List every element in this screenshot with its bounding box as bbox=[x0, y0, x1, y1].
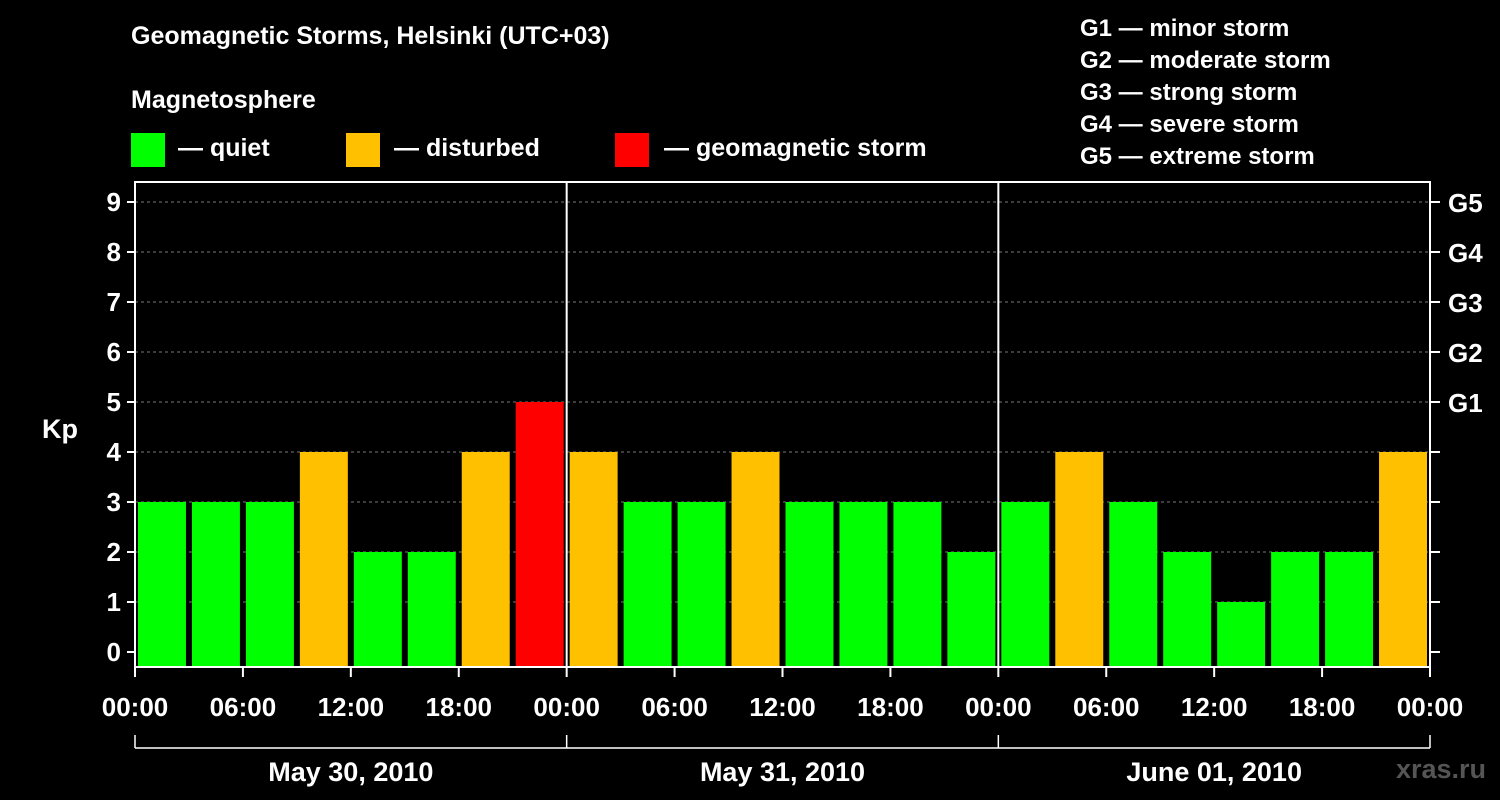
g-scale-g1: G1 — minor storm bbox=[1080, 15, 1290, 42]
magnetosphere-heading: Magnetosphere bbox=[131, 86, 316, 114]
kp-bar bbox=[515, 402, 564, 667]
kp-bar bbox=[947, 552, 996, 667]
x-tick-label: 00:00 bbox=[533, 692, 600, 722]
kp-bar bbox=[138, 502, 186, 667]
kp-bar bbox=[1325, 552, 1374, 667]
x-tick-label: 00:00 bbox=[965, 692, 1032, 722]
legend-swatch-quiet bbox=[131, 133, 165, 167]
legend-swatch-storm bbox=[615, 133, 649, 167]
y-tick-label: 0 bbox=[107, 637, 121, 667]
kp-bar bbox=[677, 502, 726, 667]
kp-bar bbox=[191, 502, 240, 667]
kp-bar bbox=[461, 452, 510, 667]
legend-label-quiet: — quiet bbox=[178, 134, 270, 162]
kp-bar bbox=[1379, 452, 1427, 667]
g-scale-tick-label: G3 bbox=[1448, 288, 1483, 318]
x-tick-label: 12:00 bbox=[1181, 692, 1248, 722]
y-tick-label: 4 bbox=[107, 437, 122, 467]
x-tick-label: 06:00 bbox=[210, 692, 277, 722]
kp-bar bbox=[1001, 502, 1050, 667]
day-label: May 31, 2010 bbox=[700, 757, 865, 787]
kp-bar bbox=[893, 502, 942, 667]
kp-bar bbox=[353, 552, 402, 667]
g-scale-tick-label: G1 bbox=[1448, 388, 1483, 418]
day-label: May 30, 2010 bbox=[268, 757, 433, 787]
kp-bar bbox=[731, 452, 780, 667]
y-tick-label: 3 bbox=[107, 487, 121, 517]
x-tick-label: 06:00 bbox=[1073, 692, 1140, 722]
x-tick-label: 12:00 bbox=[749, 692, 816, 722]
kp-bar bbox=[1271, 552, 1320, 667]
y-tick-label: 7 bbox=[107, 287, 121, 317]
g-scale-tick-label: G5 bbox=[1448, 188, 1483, 218]
legend-label-storm: — geomagnetic storm bbox=[664, 134, 927, 162]
kp-bar bbox=[299, 452, 348, 667]
y-tick-label: 5 bbox=[107, 387, 121, 417]
y-tick-label: 1 bbox=[107, 587, 121, 617]
x-tick-label: 06:00 bbox=[641, 692, 708, 722]
chart-title: Geomagnetic Storms, Helsinki (UTC+03) bbox=[131, 22, 610, 50]
y-axis-label: Kp bbox=[42, 414, 78, 444]
g-scale-g2: G2 — moderate storm bbox=[1080, 47, 1331, 74]
g-scale-g3: G3 — strong storm bbox=[1080, 79, 1298, 106]
kp-bar bbox=[839, 502, 888, 667]
kp-bar bbox=[1217, 602, 1266, 667]
kp-bar bbox=[569, 452, 618, 667]
kp-bar bbox=[245, 502, 294, 667]
y-tick-label: 8 bbox=[107, 237, 121, 267]
x-tick-label: 18:00 bbox=[1289, 692, 1356, 722]
kp-bar bbox=[1163, 552, 1212, 667]
g-scale-g4: G4 — severe storm bbox=[1080, 111, 1299, 138]
kp-bar bbox=[407, 552, 456, 667]
legend-swatch-disturbed bbox=[346, 133, 380, 167]
kp-bar bbox=[623, 502, 672, 667]
x-tick-label: 00:00 bbox=[102, 692, 169, 722]
x-tick-label: 00:00 bbox=[1397, 692, 1464, 722]
g-scale-tick-label: G2 bbox=[1448, 338, 1483, 368]
x-tick-label: 18:00 bbox=[857, 692, 924, 722]
legend-label-disturbed: — disturbed bbox=[394, 134, 540, 162]
g-scale-g5: G5 — extreme storm bbox=[1080, 143, 1315, 170]
kp-bar bbox=[1109, 502, 1158, 667]
x-tick-label: 18:00 bbox=[426, 692, 493, 722]
y-tick-label: 9 bbox=[107, 187, 121, 217]
kp-bar bbox=[785, 502, 834, 667]
y-tick-label: 2 bbox=[107, 537, 121, 567]
x-tick-label: 12:00 bbox=[318, 692, 385, 722]
kp-bar bbox=[1055, 452, 1104, 667]
day-label: June 01, 2010 bbox=[1126, 757, 1302, 787]
g-scale-tick-label: G4 bbox=[1448, 238, 1483, 268]
watermark: xras.ru bbox=[1395, 754, 1486, 784]
y-tick-label: 6 bbox=[107, 337, 121, 367]
